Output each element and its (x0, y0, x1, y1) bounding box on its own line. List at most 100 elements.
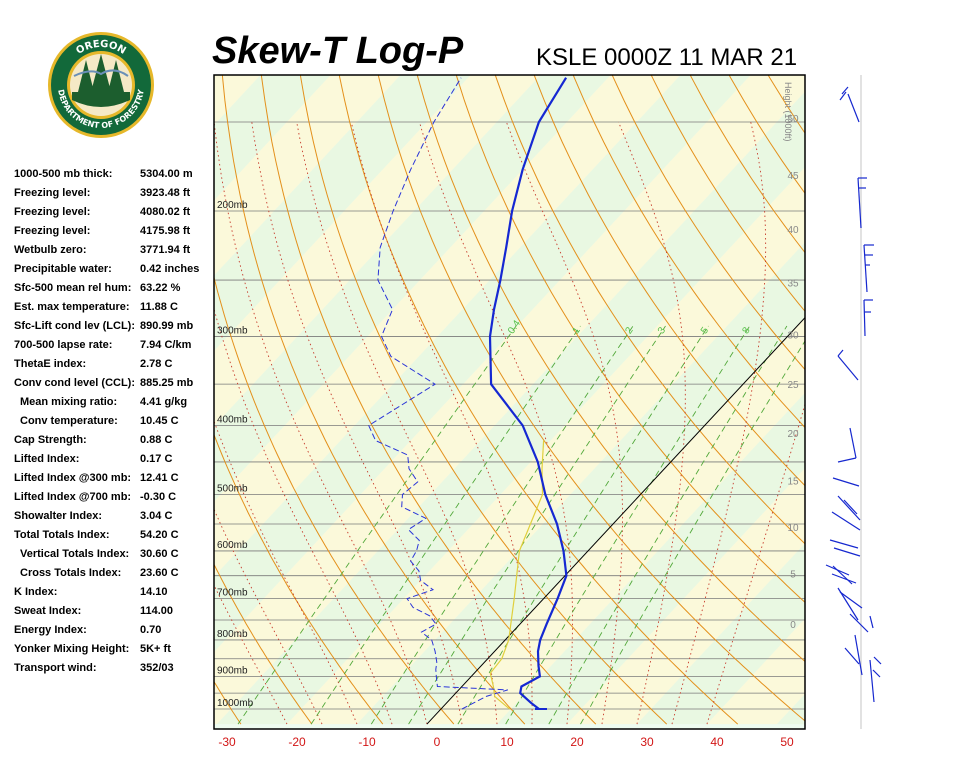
mixing-ratio-line (457, 325, 709, 725)
mixing-ratio-label: 2 (623, 325, 635, 336)
index-value: 10.45 C (140, 415, 179, 427)
dry-adiabat (816, 0, 960, 724)
index-value: 3771.94 ft (140, 244, 191, 256)
index-row: Lifted Index: 0.17 C (14, 453, 214, 472)
index-label: Sfc-Lift cond lev (LCL): (14, 320, 135, 332)
temperature-band (286, 167, 805, 725)
temperature-band (356, 242, 805, 725)
index-label: Freezing level: (14, 206, 91, 218)
x-tick-label: -30 (218, 735, 236, 749)
temperature-band (706, 618, 805, 725)
pressure-label: 200mb (217, 200, 248, 211)
plot-area: 0.4 1 2 3 5 8200mb300mb400mb500mb600mb700mb80… (214, 0, 960, 729)
height-tick-label: 25 (787, 380, 799, 391)
index-row: Freezing level: 4080.02 ft (14, 206, 214, 225)
index-label: Showalter Index: (14, 510, 103, 522)
index-label: Conv cond level (CCL): (14, 377, 136, 389)
wind-barb (837, 495, 861, 521)
wind-barb (832, 565, 853, 585)
index-row: ThetaE index: 2.78 C (14, 358, 214, 377)
index-value: 114.00 (140, 605, 174, 617)
chart-title: Skew-T Log-P (212, 30, 464, 72)
index-value: 7.94 C/km (140, 339, 192, 351)
index-row: Lifted Index @300 mb: 12.41 C (14, 472, 214, 491)
pressure-label: 900mb (217, 665, 248, 676)
temperature-band (216, 91, 805, 725)
dry-adiabat (416, 75, 805, 663)
x-tick-label: 0 (434, 735, 441, 749)
wind-barb (872, 669, 881, 678)
dry-adiabat (221, 75, 526, 725)
moist-adiabat (505, 121, 623, 725)
index-label: Lifted Index @700 mb: (14, 491, 132, 503)
wind-barb (849, 427, 857, 459)
mixing-ratio-line (548, 325, 788, 725)
index-label: Precipitable water: (14, 263, 112, 275)
dry-adiabat (611, 75, 805, 371)
moist-adiabat (214, 584, 288, 725)
index-value: 4.41 g/kg (140, 396, 188, 408)
temperature-band (566, 468, 805, 725)
index-value: 885.25 mb (140, 377, 194, 389)
dry-adiabat (214, 563, 313, 725)
index-label: K Index: (14, 586, 58, 598)
height-tick-label: 40 (787, 225, 799, 236)
index-row: Wetbulb zero: 3771.94 ft (14, 244, 214, 263)
mixing-ratio-label: 5 (699, 325, 711, 336)
index-row: K Index: 14.10 (14, 586, 214, 605)
index-label: Mean mixing ratio: (20, 396, 118, 408)
height-tick-label: 10 (787, 523, 799, 534)
height-tick-label: 35 (787, 279, 799, 290)
index-row: Vertical Totals Index: 30.60 C (14, 548, 214, 567)
wind-barb (833, 547, 861, 557)
dry-adiabat (377, 75, 805, 722)
temperature-band (496, 392, 805, 725)
zero-isotherm (426, 316, 805, 725)
temperature-line (488, 77, 568, 710)
index-value: 23.60 C (140, 567, 179, 579)
mixing-ratio-line (310, 325, 581, 725)
dry-adiabat (494, 75, 805, 545)
moist-adiabat (214, 508, 323, 725)
mixing-ratio-line (505, 325, 751, 725)
index-row: 1000-500 mb thick: 5304.00 m (14, 168, 214, 187)
dry-adiabat (214, 433, 384, 725)
mixing-ratio-label: 1 (571, 325, 583, 336)
wind-barbs (825, 86, 882, 703)
index-value: 890.99 mb (140, 320, 194, 332)
wind-barb (857, 177, 862, 229)
wind-barb (832, 477, 860, 487)
index-value: 3.04 C (140, 510, 173, 522)
height-tick-label: 50 (787, 114, 799, 125)
pressure-label: 600mb (217, 540, 248, 551)
index-value: 0.42 inches (140, 263, 200, 275)
wind-barb (863, 244, 868, 293)
index-value: 5304.00 m (140, 168, 193, 180)
index-row: Conv cond level (CCL): 885.25 mb (14, 377, 214, 396)
index-row: Cross Totals Index: 23.60 C (14, 567, 214, 586)
moist-adiabat (618, 121, 686, 725)
index-row: Cap Strength: 0.88 C (14, 434, 214, 453)
index-label: Cap Strength: (14, 434, 87, 446)
wind-barb (847, 93, 860, 123)
index-label: Cross Totals Index: (20, 567, 122, 579)
moist-adiabat (214, 307, 393, 725)
index-row: Transport wind: 352/03 (14, 662, 214, 681)
index-value: 63.22 % (140, 282, 181, 294)
wind-barb (837, 355, 859, 381)
dry-adiabat (455, 75, 805, 604)
index-label: Yonker Mixing Height: (14, 643, 130, 655)
index-label: 700-500 lapse rate: (14, 339, 113, 351)
dry-adiabat (572, 75, 805, 429)
dry-adiabat (851, 0, 960, 724)
pressure-label: 400mb (217, 414, 248, 425)
station-time-label: KSLE 0000Z 11 MAR 21 (536, 44, 798, 71)
height-tick-label: 0 (790, 620, 796, 631)
index-label: Vertical Totals Index: (20, 548, 130, 560)
index-value: 5K+ ft (140, 643, 171, 655)
moist-adiabat (706, 402, 805, 725)
wind-barb (831, 511, 861, 531)
index-row: Freezing level: 4175.98 ft (14, 225, 214, 244)
mixing-ratio-line (370, 325, 634, 725)
wind-barb (837, 457, 857, 463)
